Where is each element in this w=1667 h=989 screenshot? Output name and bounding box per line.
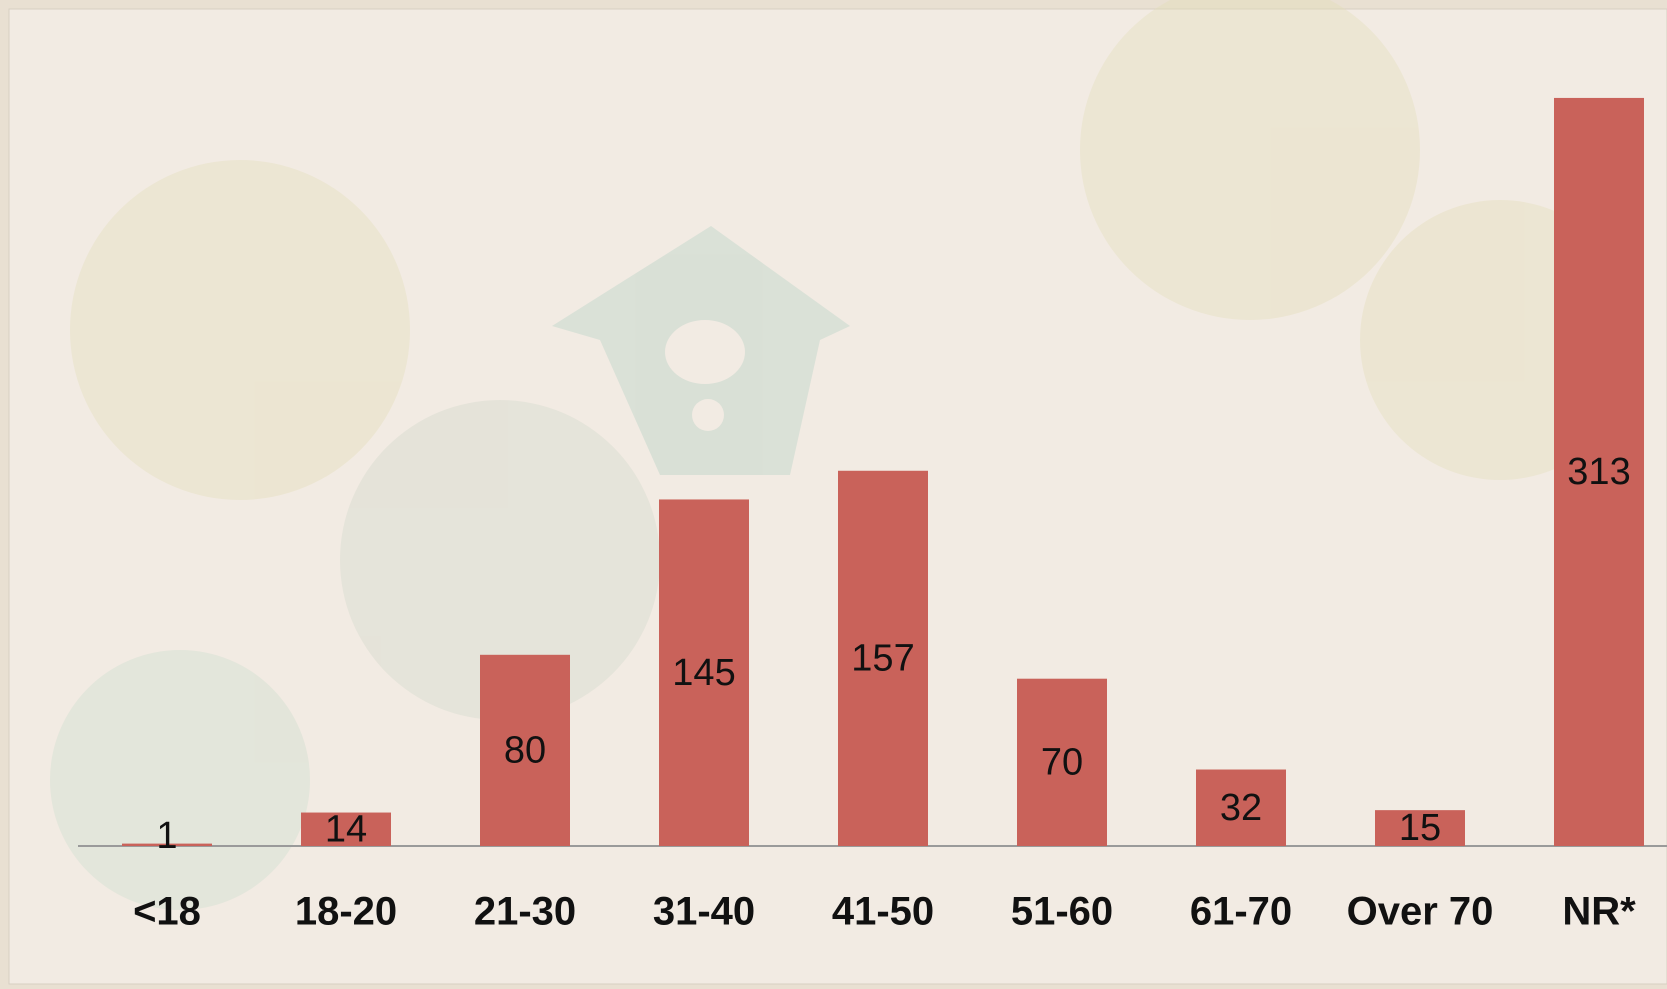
value-label: 1 [156, 815, 177, 857]
tree-crown [340, 400, 660, 720]
value-label: 157 [851, 637, 914, 679]
bar [122, 843, 212, 846]
value-label: 80 [504, 729, 546, 771]
birdhouse-hole [665, 320, 745, 384]
x-tick-label: 51-60 [1011, 890, 1113, 934]
x-tick-label: <18 [133, 890, 201, 934]
bar [838, 470, 928, 846]
x-tick-label: 61-70 [1190, 890, 1292, 934]
bar [480, 654, 570, 846]
value-label: 14 [325, 808, 367, 850]
value-label: 145 [672, 652, 735, 694]
value-label: 313 [1567, 451, 1630, 493]
x-tick-label: 41-50 [832, 890, 934, 934]
x-tick-label: 21-30 [474, 890, 576, 934]
bar [1017, 678, 1107, 846]
value-label: 15 [1399, 807, 1441, 849]
bar [1554, 97, 1644, 847]
bar [1196, 769, 1286, 846]
bar [1375, 810, 1465, 846]
tree-crown [50, 650, 310, 910]
birdhouse [552, 226, 850, 475]
bar [301, 812, 391, 846]
x-tick-label: 31-40 [653, 890, 755, 934]
x-tick-label: Over 70 [1347, 890, 1494, 934]
bar [659, 499, 749, 846]
x-tick-label: NR* [1562, 890, 1636, 934]
tree-crown [1080, 0, 1420, 320]
value-label: 32 [1220, 787, 1262, 829]
value-label: 70 [1041, 741, 1083, 783]
birdhouse-hole [692, 399, 724, 431]
tree-crown [70, 160, 410, 500]
x-tick-label: 18-20 [295, 890, 397, 934]
